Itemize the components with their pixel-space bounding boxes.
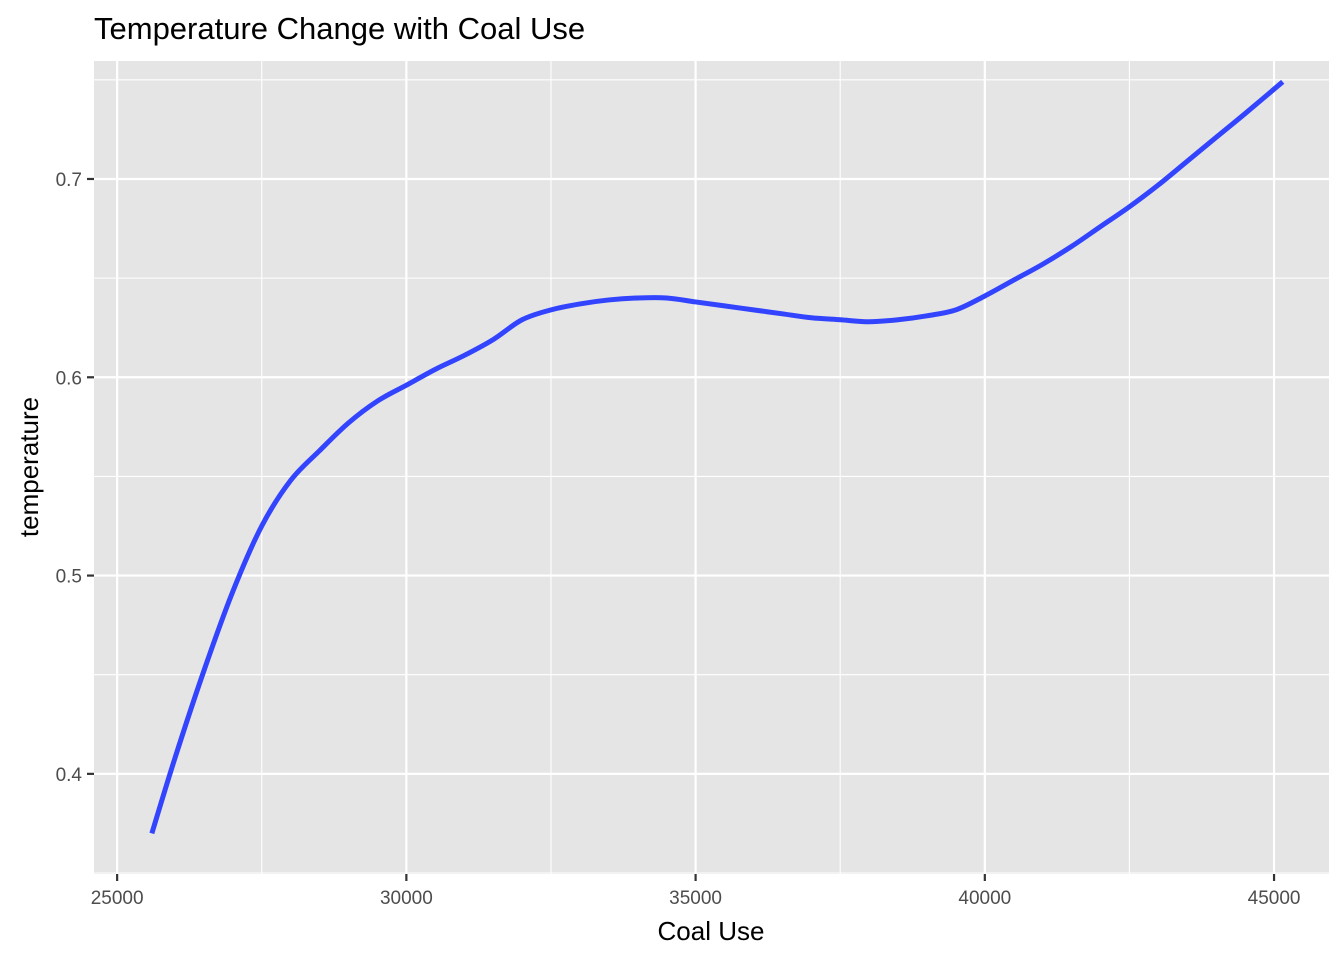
x-tick-label: 30000 [380, 888, 433, 909]
y-axis: 0.4 0.5 0.6 0.7 [56, 170, 94, 786]
minor-grid [94, 61, 1329, 874]
plot-panel [94, 61, 1329, 874]
chart-title: Temperature Change with Coal Use [94, 11, 585, 46]
y-tick-label: 0.7 [56, 170, 82, 191]
x-tick-label: 40000 [958, 888, 1011, 909]
y-axis-title: temperature [14, 397, 44, 537]
y-tick-label: 0.4 [56, 765, 83, 786]
y-tick-label: 0.5 [56, 567, 82, 588]
x-axis: 25000 30000 35000 40000 45000 [91, 874, 1301, 909]
series-line [149, 79, 1285, 835]
y-tick-label: 0.6 [56, 368, 82, 389]
major-grid [94, 61, 1329, 874]
x-tick-label: 25000 [91, 888, 144, 909]
x-tick-label: 45000 [1248, 888, 1301, 909]
x-axis-title: Coal Use [658, 916, 765, 946]
x-tick-label: 35000 [669, 888, 722, 909]
